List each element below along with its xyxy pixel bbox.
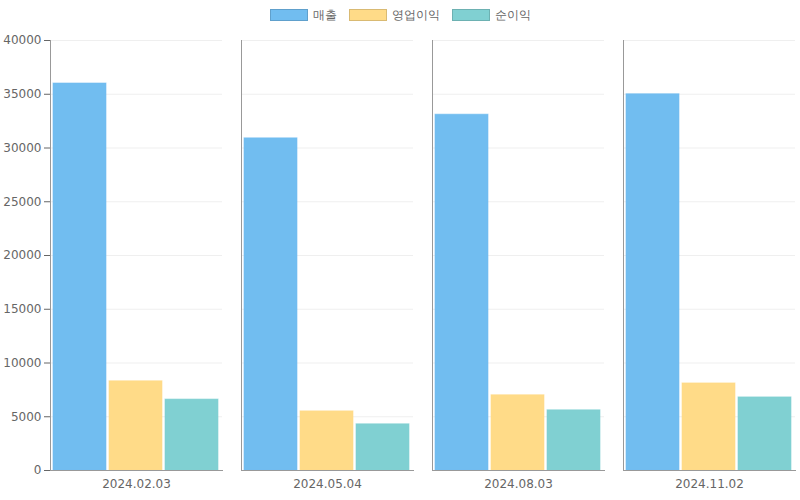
html-text:영업이익: 영업이익	[391, 7, 440, 22]
svg-text:25000: 25000	[3, 195, 41, 209]
svg-text:2024.05.04: 2024.05.04	[293, 477, 362, 491]
svg-text:2024.11.02: 2024.11.02	[675, 477, 744, 491]
svg-text:40000: 40000	[3, 33, 41, 47]
svg-text:10000: 10000	[3, 356, 41, 370]
html-text:순이익: 순이익	[494, 7, 531, 22]
svg-text:35000: 35000	[3, 87, 41, 101]
svg-text:2024.02.03: 2024.02.03	[102, 477, 171, 491]
svg-text:30000: 30000	[3, 141, 41, 155]
svg-text:0: 0	[34, 463, 42, 477]
html-text:매출: 매출	[312, 7, 337, 22]
svg-text:5000: 5000	[11, 410, 42, 424]
svg-text:15000: 15000	[3, 302, 41, 316]
svg-text:2024.08.03: 2024.08.03	[484, 477, 553, 491]
svg-text:20000: 20000	[3, 248, 41, 262]
